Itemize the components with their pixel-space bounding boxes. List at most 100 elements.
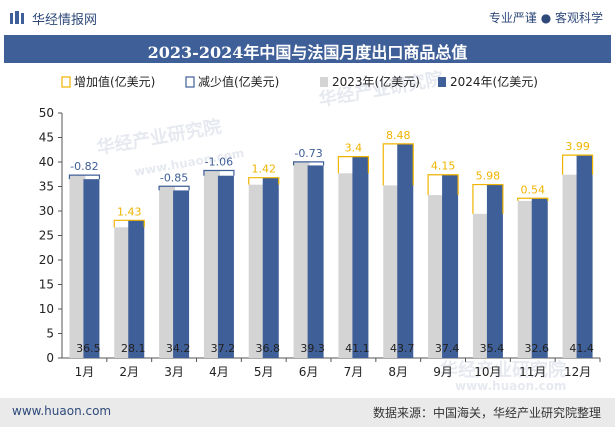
value-label-2024: 39.3 xyxy=(300,342,325,355)
value-label-2024: 34.2 xyxy=(166,342,191,355)
bar-2024 xyxy=(173,190,190,358)
value-label-2024: 41.4 xyxy=(569,342,594,355)
value-label-2024: 43.7 xyxy=(390,342,415,355)
change-label: 8.48 xyxy=(386,129,411,142)
value-label-2024: 35.4 xyxy=(480,342,505,355)
increase-marker xyxy=(248,177,280,185)
y-tick-label: 25 xyxy=(39,229,54,243)
header-bar: 华经情报网 专业严谨 ● 客观科学 xyxy=(0,0,615,34)
change-label: 3.99 xyxy=(565,140,590,153)
bar-2024 xyxy=(307,165,324,358)
brand-name: 华经情报网 xyxy=(32,13,98,28)
change-label: 1.43 xyxy=(117,205,142,218)
bar-2023 xyxy=(114,227,131,358)
chart-svg: 华经产业研究院www.huaon.com华经产业研究院华经产业研究院www.hu… xyxy=(39,67,601,393)
increase-marker xyxy=(113,219,145,228)
increase-marker xyxy=(561,154,594,175)
change-label: -0.85 xyxy=(160,171,188,184)
bar-2023 xyxy=(338,173,355,358)
change-label: 1.42 xyxy=(252,163,277,176)
increase-marker xyxy=(382,143,414,186)
bar-2023 xyxy=(472,213,489,358)
increase-marker xyxy=(427,174,459,196)
x-tick-label: 8月 xyxy=(388,365,408,379)
legend-label: 减少值(亿美元) xyxy=(198,74,279,89)
x-tick-label: 9月 xyxy=(433,365,453,379)
x-tick-label: 2月 xyxy=(119,365,139,379)
bar-2023 xyxy=(383,185,400,358)
legend-swatch-decrease xyxy=(185,76,195,88)
bar-2024 xyxy=(217,175,234,358)
decrease-marker xyxy=(158,185,190,191)
bar-2023 xyxy=(517,200,534,358)
change-label: 3.4 xyxy=(345,142,363,155)
bar-2023 xyxy=(203,170,220,358)
increase-marker xyxy=(517,197,549,201)
bar-2024 xyxy=(83,179,100,358)
bar-2023 xyxy=(248,184,265,358)
value-label-2024: 36.8 xyxy=(256,342,281,355)
y-tick-label: 0 xyxy=(46,351,54,365)
watermark-text: 华经产业研究院 xyxy=(317,67,445,111)
x-tick-label: 3月 xyxy=(164,365,184,379)
y-tick-label: 10 xyxy=(39,302,54,316)
legend-label: 增加值(亿美元) xyxy=(74,74,155,89)
value-label-2024: 32.6 xyxy=(525,342,550,355)
change-label: -0.82 xyxy=(70,160,98,173)
value-label-2024: 36.5 xyxy=(76,342,101,355)
slogan: 专业严谨 ● 客观科学 xyxy=(488,11,603,25)
legend-swatch-2023 xyxy=(320,77,328,87)
decrease-marker xyxy=(203,169,235,176)
y-tick-label: 35 xyxy=(39,180,54,194)
change-label: -0.73 xyxy=(294,147,322,160)
y-tick-label: 45 xyxy=(39,131,54,145)
legend-swatch-increase xyxy=(61,76,71,88)
bar-2023 xyxy=(159,186,176,358)
y-tick-label: 40 xyxy=(39,155,54,169)
x-tick-label: 7月 xyxy=(344,365,364,379)
footer-bar: www.huaon.com 数据来源：中国海关，华经产业研究院整理 xyxy=(0,398,615,427)
value-label-2024: 37.4 xyxy=(435,342,460,355)
y-tick-label: 50 xyxy=(39,106,54,120)
bar-2024 xyxy=(352,156,369,358)
footer-source: 数据来源：中国海关，华经产业研究院整理 xyxy=(372,406,601,420)
bar-2024 xyxy=(397,143,414,358)
change-label: -1.06 xyxy=(205,156,233,169)
increase-marker xyxy=(337,156,370,174)
increase-marker xyxy=(472,183,504,214)
value-label-2024: 41.1 xyxy=(345,342,370,355)
bar-2023 xyxy=(69,175,86,358)
change-label: 0.54 xyxy=(521,183,546,196)
x-tick-label: 4月 xyxy=(209,365,229,379)
y-tick-label: 30 xyxy=(39,204,54,218)
bar-2024 xyxy=(442,174,459,358)
y-tick-label: 5 xyxy=(46,327,54,341)
bar-2024 xyxy=(262,177,279,358)
brand-logo-icon xyxy=(10,11,24,24)
legend-label: 2023年(亿美元) xyxy=(332,74,420,89)
legend-swatch-2024 xyxy=(438,77,446,87)
bar-2024 xyxy=(486,184,503,358)
value-label-2024: 28.1 xyxy=(121,342,146,355)
bar-2024 xyxy=(531,198,548,358)
change-label: 5.98 xyxy=(476,170,501,183)
x-tick-label: 1月 xyxy=(75,365,95,379)
y-tick-label: 15 xyxy=(39,278,54,292)
watermark-text: 华经产业研究院 xyxy=(440,359,566,381)
decrease-marker xyxy=(292,161,325,166)
value-label-2024: 37.2 xyxy=(211,342,236,355)
x-tick-label: 10月 xyxy=(474,365,501,379)
x-tick-label: 11月 xyxy=(519,365,546,379)
decrease-marker xyxy=(68,174,101,180)
watermark-url: www.huaon.com xyxy=(455,379,566,393)
footer-site: www.huaon.com xyxy=(12,404,112,418)
title-bar: 2023-2024年中国与法国月度出口商品总值 xyxy=(4,35,611,63)
bar-2024 xyxy=(128,220,145,358)
bar-2023 xyxy=(562,174,579,358)
x-tick-label: 5月 xyxy=(254,365,274,379)
change-label: 4.15 xyxy=(431,160,456,173)
x-tick-label: 6月 xyxy=(299,365,319,379)
bar-2024 xyxy=(576,155,593,358)
x-tick-label: 12月 xyxy=(564,365,591,379)
